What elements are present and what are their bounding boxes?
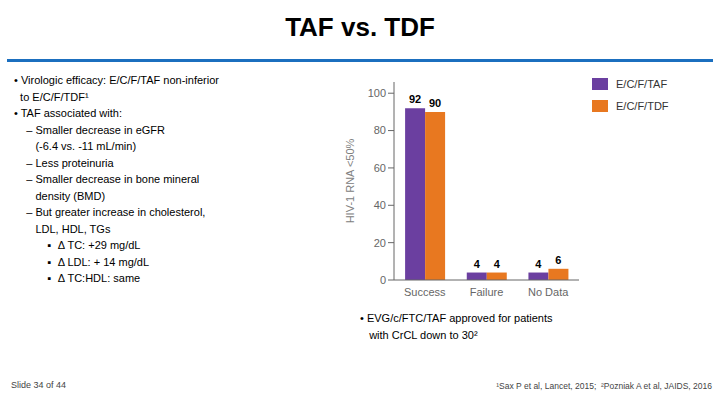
svg-text:HIV-1 RNA <50%: HIV-1 RNA <50% <box>344 138 356 223</box>
html-text:E/C/F/TDF: E/C/F/TDF <box>616 100 669 112</box>
svg-text:4: 4 <box>474 258 481 270</box>
html-text:E/C/F/TAF: E/C/F/TAF <box>616 78 668 90</box>
svg-text:4: 4 <box>535 258 542 270</box>
svg-text:100: 100 <box>368 87 386 99</box>
svg-text:4: 4 <box>494 258 501 270</box>
svg-text:Success: Success <box>404 286 446 298</box>
html-text:• EVG/c/FTC/TAF approved for p: • EVG/c/FTC/TAF approved for patients wi… <box>360 312 553 341</box>
html-text:Slide 34 of 44: Slide 34 of 44 <box>11 380 66 390</box>
svg-text:6: 6 <box>555 254 561 266</box>
svg-text:92: 92 <box>409 93 421 105</box>
html-text:• Virologic efficacy: E/C/F/TA: • Virologic efficacy: E/C/F/TAF non-infe… <box>14 74 219 284</box>
svg-text:20: 20 <box>374 237 386 249</box>
svg-text:90: 90 <box>429 97 441 109</box>
svg-text:40: 40 <box>374 199 386 211</box>
html-text:¹Sax P et al, Lancet, 2015; ²P: ¹Sax P et al, Lancet, 2015; ²Pozniak A e… <box>496 381 712 391</box>
svg-text:80: 80 <box>374 124 386 136</box>
html-text:TAF vs. TDF: TAF vs. TDF <box>285 12 435 42</box>
svg-text:Failure: Failure <box>470 286 504 298</box>
svg-text:60: 60 <box>374 162 386 174</box>
svg-text:No Data: No Data <box>528 286 569 298</box>
svg-text:0: 0 <box>380 274 386 286</box>
